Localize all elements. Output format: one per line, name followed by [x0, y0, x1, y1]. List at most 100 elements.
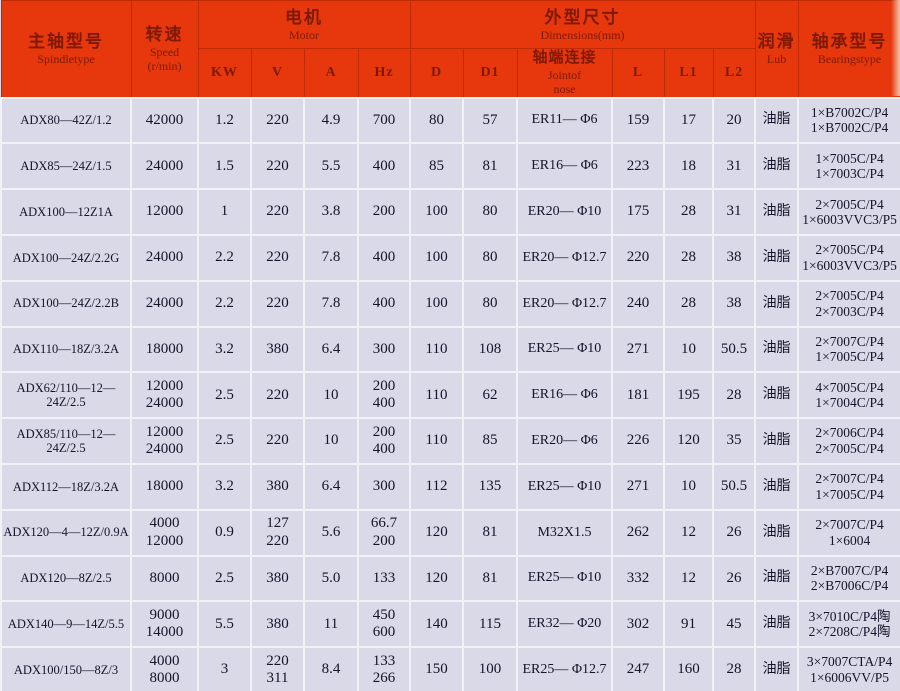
cell-hz: 400 — [357, 142, 411, 191]
cell-speed: 4000 12000 — [130, 508, 199, 557]
cell-d1: 62 — [462, 371, 518, 420]
cell-model: ADX85—24Z/1.5 — [0, 142, 132, 191]
header-lub: 润滑 Lub — [754, 0, 799, 99]
cell-lub: 油脂 — [754, 646, 800, 691]
cell-v: 220 — [250, 188, 305, 236]
cell-model: ADX100—24Z/2.2B — [0, 279, 132, 328]
cell-d: 140 — [409, 600, 464, 649]
header-speed-unit: (r/min) — [147, 59, 182, 74]
cell-d1: 135 — [462, 462, 518, 511]
cell-l2: 38 — [711, 279, 757, 328]
cell-hz: 400 — [357, 233, 411, 282]
cell-speed: 12000 24000 — [130, 371, 199, 420]
cell-lub: 油脂 — [754, 508, 800, 557]
header-l: L — [611, 47, 665, 99]
header-a: A — [303, 47, 359, 99]
cell-lub: 油脂 — [754, 233, 800, 282]
header-dimensions-group: 外型尺寸 Dimensions(mm) — [409, 0, 756, 49]
cell-l: 247 — [611, 646, 665, 691]
cell-speed: 18000 — [130, 325, 199, 374]
cell-a: 5.5 — [303, 142, 359, 191]
cell-a: 11 — [303, 600, 359, 649]
table-row: ADX140—9—14Z/5.5 9000 14000 5.5 380 11 450 60… — [0, 600, 900, 649]
header-spindle-type: 主轴型号 Spindletype — [0, 0, 132, 99]
cell-l: 220 — [611, 233, 665, 282]
cell-l2: 26 — [711, 554, 757, 603]
cell-bearing: 2×7005C/P4 1×6003VVC3/P5 — [797, 233, 900, 282]
cell-hz: 66.7 200 — [357, 508, 411, 557]
header-bearing-type-zh: 轴承型号 — [811, 31, 888, 51]
header-speed-zh: 转速 — [145, 24, 184, 44]
cell-l1: 28 — [663, 279, 714, 328]
cell-v: 380 — [250, 600, 305, 649]
cell-l: 240 — [611, 279, 665, 328]
cell-v: 220 — [250, 142, 305, 191]
table-row: ADX120—4—12Z/0.9A 4000 12000 0.9 127 220 5.6… — [0, 508, 900, 557]
cell-bearing: 4×7005C/P4 1×7004C/P4 — [797, 371, 900, 420]
cell-a: 3.8 — [303, 188, 359, 236]
cell-model: ADX120—4—12Z/0.9A — [0, 508, 132, 557]
cell-l: 271 — [611, 462, 665, 511]
table-row: ADX100—12Z1A 12000 1 220 3.8 200 100 80 ER20— Φ1… — [0, 188, 900, 236]
cell-hz: 133 — [357, 554, 411, 603]
header-dimensions-en: Dimensions(mm) — [540, 27, 625, 42]
cell-hz: 200 400 — [357, 417, 411, 465]
cell-lub: 油脂 — [754, 462, 800, 511]
cell-hz: 200 400 — [357, 371, 411, 420]
cell-l: 226 — [611, 417, 665, 465]
cell-bearing: 2×B7007C/P4 2×B7006C/P4 — [797, 554, 900, 603]
cell-lub: 油脂 — [754, 279, 800, 328]
cell-l2: 20 — [711, 96, 757, 145]
header-motor-zh: 电机 — [285, 7, 323, 27]
cell-d1: 80 — [462, 279, 518, 328]
cell-joint: ER25— Φ10 — [516, 462, 613, 511]
header-joint-en2: nose — [553, 82, 576, 97]
cell-model: ADX85/110—12—24Z/2.5 — [0, 417, 132, 465]
cell-kw: 1.2 — [197, 96, 252, 145]
cell-a: 7.8 — [303, 279, 359, 328]
table-row: ADX100/150—8Z/3 4000 8000 3 220 311 8.4 133 2… — [0, 646, 900, 691]
cell-d: 120 — [409, 554, 464, 603]
cell-d1: 81 — [462, 554, 518, 603]
table-row: ADX62/110—12—24Z/2.5 12000 24000 2.5 220 10 2… — [0, 371, 900, 420]
cell-l1: 12 — [663, 554, 714, 603]
cell-d1: 80 — [462, 233, 518, 282]
cell-l1: 28 — [663, 188, 714, 236]
header-spindle-type-en: Spindletype — [37, 52, 95, 67]
cell-lub: 油脂 — [754, 417, 800, 465]
cell-model: ADX100/150—8Z/3 — [0, 646, 132, 691]
cell-model: ADX62/110—12—24Z/2.5 — [0, 371, 132, 420]
header-speed-en: Speed — [149, 45, 180, 59]
cell-kw: 1.5 — [197, 142, 252, 191]
header-hz: Hz — [357, 47, 411, 99]
cell-l1: 28 — [663, 233, 714, 282]
header-l2: L2 — [712, 47, 756, 99]
cell-l2: 38 — [711, 233, 757, 282]
cell-lub: 油脂 — [754, 371, 800, 420]
cell-kw: 2.2 — [197, 233, 252, 282]
cell-l2: 31 — [711, 188, 757, 236]
cell-d1: 81 — [462, 508, 518, 557]
cell-d: 120 — [409, 508, 464, 557]
cell-v: 220 311 — [250, 646, 305, 691]
cell-l1: 91 — [663, 600, 714, 649]
header-bearing-type-en: Bearingstype — [817, 52, 882, 67]
cell-kw: 3 — [197, 646, 252, 691]
cell-joint: ER16— Φ6 — [516, 142, 613, 191]
cell-lub: 油脂 — [754, 325, 800, 374]
cell-model: ADX140—9—14Z/5.5 — [0, 600, 132, 649]
header-spindle-type-zh: 主轴型号 — [28, 31, 104, 51]
cell-a: 10 — [303, 371, 359, 420]
table-row: ADX100—24Z/2.2G 24000 2.2 220 7.8 400 100 80 ER2… — [0, 233, 900, 282]
header-motor-en: Motor — [289, 27, 319, 42]
cell-hz: 300 — [357, 325, 411, 374]
cell-a: 6.4 — [303, 462, 359, 511]
cell-speed: 42000 — [130, 96, 199, 145]
cell-kw: 2.5 — [197, 554, 252, 603]
cell-v: 380 — [250, 462, 305, 511]
header-joint-zh: 轴端连接 — [532, 50, 597, 66]
cell-d: 110 — [409, 371, 464, 420]
cell-a: 5.0 — [303, 554, 359, 603]
cell-hz: 200 — [357, 188, 411, 236]
cell-d: 80 — [409, 96, 464, 145]
